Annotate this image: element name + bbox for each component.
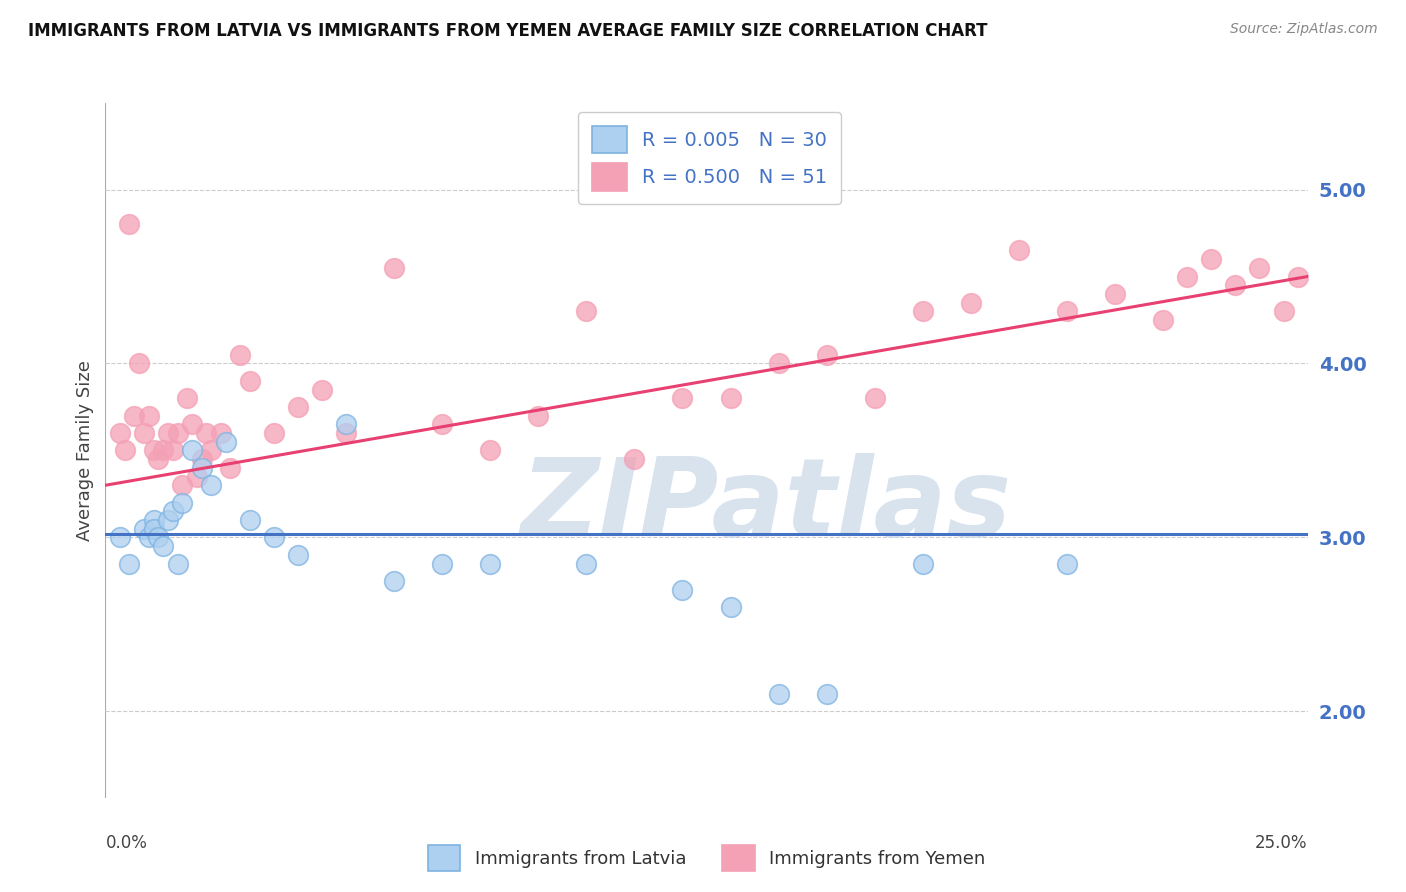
Point — [152, 539, 174, 553]
Point — [815, 687, 838, 701]
Point — [1175, 269, 1198, 284]
Point — [720, 599, 742, 614]
Point — [287, 400, 309, 414]
Point — [911, 304, 934, 318]
Point — [1056, 304, 1078, 318]
Point — [768, 356, 790, 371]
Point — [195, 426, 218, 441]
Point — [214, 434, 236, 449]
Point — [720, 391, 742, 405]
Point — [152, 443, 174, 458]
Text: IMMIGRANTS FROM LATVIA VS IMMIGRANTS FROM YEMEN AVERAGE FAMILY SIZE CORRELATION : IMMIGRANTS FROM LATVIA VS IMMIGRANTS FRO… — [28, 22, 987, 40]
Point — [162, 443, 184, 458]
Point — [479, 443, 502, 458]
Point — [863, 391, 886, 405]
Point — [219, 461, 242, 475]
Point — [186, 469, 208, 483]
Point — [239, 513, 262, 527]
Point — [128, 356, 150, 371]
Point — [335, 417, 357, 432]
Point — [1286, 269, 1309, 284]
Point — [911, 557, 934, 571]
Point — [156, 513, 179, 527]
Point — [527, 409, 550, 423]
Point — [1201, 252, 1223, 267]
Text: 0.0%: 0.0% — [105, 834, 148, 852]
Point — [311, 383, 333, 397]
Point — [430, 557, 453, 571]
Point — [166, 426, 188, 441]
Point — [166, 557, 188, 571]
Point — [430, 417, 453, 432]
Point — [1104, 287, 1126, 301]
Point — [114, 443, 136, 458]
Point — [108, 426, 131, 441]
Point — [671, 582, 693, 597]
Point — [172, 495, 194, 509]
Point — [575, 304, 598, 318]
Point — [229, 348, 252, 362]
Legend: Immigrants from Latvia, Immigrants from Yemen: Immigrants from Latvia, Immigrants from … — [415, 832, 998, 883]
Point — [209, 426, 232, 441]
Point — [623, 452, 645, 467]
Point — [287, 548, 309, 562]
Point — [190, 452, 212, 467]
Point — [118, 218, 141, 232]
Point — [138, 530, 160, 544]
Point — [960, 295, 983, 310]
Point — [148, 452, 170, 467]
Point — [142, 443, 165, 458]
Point — [138, 409, 160, 423]
Text: ZIPatlas: ZIPatlas — [522, 453, 1012, 559]
Point — [815, 348, 838, 362]
Point — [263, 426, 285, 441]
Point — [1225, 278, 1247, 293]
Point — [108, 530, 131, 544]
Point — [132, 522, 155, 536]
Point — [142, 522, 165, 536]
Point — [335, 426, 357, 441]
Point — [118, 557, 141, 571]
Point — [239, 374, 262, 388]
Point — [263, 530, 285, 544]
Point — [575, 557, 598, 571]
Point — [132, 426, 155, 441]
Point — [142, 513, 165, 527]
Point — [671, 391, 693, 405]
Point — [1249, 260, 1271, 275]
Point — [181, 417, 204, 432]
Point — [382, 260, 405, 275]
Point — [1272, 304, 1295, 318]
Point — [1056, 557, 1078, 571]
Point — [200, 478, 222, 492]
Point — [162, 504, 184, 518]
Point — [148, 530, 170, 544]
Point — [1008, 244, 1031, 258]
Point — [768, 687, 790, 701]
Point — [1152, 313, 1174, 327]
Text: Source: ZipAtlas.com: Source: ZipAtlas.com — [1230, 22, 1378, 37]
Point — [176, 391, 198, 405]
Point — [479, 557, 502, 571]
Text: 25.0%: 25.0% — [1256, 834, 1308, 852]
Point — [156, 426, 179, 441]
Point — [200, 443, 222, 458]
Point — [382, 574, 405, 588]
Point — [172, 478, 194, 492]
Y-axis label: Average Family Size: Average Family Size — [76, 360, 94, 541]
Point — [124, 409, 146, 423]
Point — [181, 443, 204, 458]
Point — [190, 461, 212, 475]
